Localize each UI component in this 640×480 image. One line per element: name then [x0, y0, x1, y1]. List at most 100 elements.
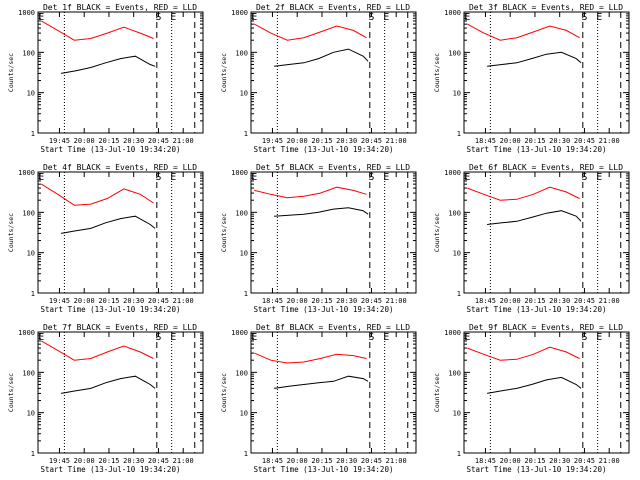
x-tick-label: 20:45	[148, 137, 169, 145]
y-tick-label: 1000	[231, 169, 248, 177]
event-marker: E	[464, 332, 470, 343]
detector-panel-8: Det 8f BLACK = Events, RED = LLD 1 10 100 10…	[220, 323, 417, 474]
y-tick-label: 100	[448, 369, 461, 377]
y-tick-label: 10	[27, 250, 35, 258]
x-tick-label: 20:15	[524, 137, 545, 145]
chart-title: Det 3f BLACK = Events, RED = LLD	[469, 3, 623, 12]
detector-panel-3: Det 3f BLACK = Events, RED = LLD 1 10 100 10…	[433, 3, 630, 154]
y-tick-label: 1000	[231, 329, 248, 337]
x-tick-label: 21:00	[599, 297, 620, 305]
event-marker: E	[170, 172, 176, 183]
x-tick-label: 20:15	[524, 297, 545, 305]
y-tick-label: 100	[448, 209, 461, 217]
lld-series-line	[254, 23, 367, 41]
x-axis-label: Start Time (13-Jul-10 19:34:20)	[467, 145, 607, 154]
lld-series-line	[467, 23, 580, 41]
lld-series-line	[41, 20, 154, 41]
x-tick-label: 20:00	[287, 137, 308, 145]
events-series-line	[274, 375, 369, 389]
y-axis-label: Counts/sec	[220, 213, 228, 252]
chart-title: Det 4f BLACK = Events, RED = LLD	[43, 163, 197, 172]
x-tick-label: 20:45	[361, 457, 382, 465]
y-tick-label: 1	[457, 450, 461, 458]
lld-series-line	[41, 183, 154, 206]
plot-frame	[37, 331, 204, 454]
detector-panel-7: Det 7f BLACK = Events, RED = LLD 1 10 100 10…	[7, 323, 204, 474]
x-tick-label: 20:30	[123, 457, 144, 465]
plot-frame	[250, 11, 417, 134]
x-tick-label: 20:00	[500, 457, 521, 465]
x-tick-label: 19:45	[49, 137, 70, 145]
events-series-line	[274, 48, 369, 67]
y-tick-label: 1000	[444, 169, 461, 177]
x-tick-label: 20:45	[361, 297, 382, 305]
x-tick-label: 18:45	[475, 457, 496, 465]
x-tick-label: 21:00	[386, 457, 407, 465]
event-marker: S	[155, 12, 161, 23]
event-marker: E	[383, 172, 389, 183]
event-marker: E	[170, 332, 176, 343]
x-tick-label: 18:45	[262, 457, 283, 465]
x-tick-label: 20:30	[336, 457, 357, 465]
plot-frame	[37, 171, 204, 294]
events-series-line	[274, 207, 369, 217]
y-tick-label: 1000	[18, 169, 35, 177]
events-series-line	[487, 210, 582, 225]
y-tick-label: 10	[453, 90, 461, 98]
y-tick-label: 100	[235, 369, 248, 377]
x-axis-label: Start Time (13-Jul-10 19:34:20)	[467, 305, 607, 314]
events-series-line	[61, 375, 156, 394]
y-tick-label: 1	[244, 130, 248, 138]
y-tick-label: 100	[22, 49, 35, 57]
plot-frame	[463, 11, 630, 134]
y-axis-label: Counts/sec	[7, 53, 15, 92]
y-tick-label: 1	[31, 450, 35, 458]
event-marker: E	[383, 332, 389, 343]
chart-title: Det 8f BLACK = Events, RED = LLD	[256, 323, 410, 332]
x-tick-label: 20:30	[336, 297, 357, 305]
detector-panel-5: Det 5f BLACK = Events, RED = LLD 1 10 100 10…	[220, 163, 417, 314]
x-tick-label: 19:45	[49, 457, 70, 465]
y-axis-label: Counts/sec	[433, 53, 441, 92]
x-tick-label: 20:00	[74, 137, 95, 145]
x-tick-label: 20:45	[148, 457, 169, 465]
y-tick-label: 10	[240, 410, 248, 418]
event-marker: E	[38, 12, 44, 23]
y-tick-label: 1	[244, 450, 248, 458]
y-tick-label: 100	[235, 49, 248, 57]
chart-title: Det 5f BLACK = Events, RED = LLD	[256, 163, 410, 172]
x-tick-label: 18:45	[262, 297, 283, 305]
chart-title: Det 9f BLACK = Events, RED = LLD	[469, 323, 623, 332]
x-tick-label: 20:30	[549, 137, 570, 145]
y-tick-label: 1	[244, 290, 248, 298]
y-tick-label: 1000	[444, 9, 461, 17]
event-marker: E	[251, 12, 257, 23]
event-marker: S	[368, 12, 374, 23]
x-tick-label: 20:15	[311, 297, 332, 305]
y-tick-label: 1000	[444, 329, 461, 337]
event-marker: S	[581, 332, 587, 343]
x-tick-label: 20:00	[74, 297, 95, 305]
y-tick-label: 1	[457, 290, 461, 298]
x-axis-label: Start Time (13-Jul-10 19:34:20)	[41, 145, 181, 154]
event-marker: E	[170, 12, 176, 23]
x-tick-label: 21:00	[173, 297, 194, 305]
chart-title: Det 2f BLACK = Events, RED = LLD	[256, 3, 410, 12]
y-axis-label: Counts/sec	[220, 53, 228, 92]
event-marker: S	[368, 332, 374, 343]
x-axis-label: Start Time (13-Jul-10 19:34:20)	[41, 305, 181, 314]
chart-title: Det 6f BLACK = Events, RED = LLD	[469, 163, 623, 172]
event-marker: E	[596, 332, 602, 343]
x-tick-label: 21:00	[599, 137, 620, 145]
lld-series-line	[41, 340, 154, 361]
x-tick-label: 20:00	[500, 297, 521, 305]
x-tick-label: 21:00	[173, 457, 194, 465]
x-axis-label: Start Time (13-Jul-10 19:34:20)	[254, 305, 394, 314]
chart-title: Det 1f BLACK = Events, RED = LLD	[43, 3, 197, 12]
x-tick-label: 20:15	[98, 137, 119, 145]
x-tick-label: 20:15	[524, 457, 545, 465]
events-series-line	[487, 376, 582, 394]
lld-series-line	[467, 346, 580, 361]
event-marker: E	[464, 12, 470, 23]
